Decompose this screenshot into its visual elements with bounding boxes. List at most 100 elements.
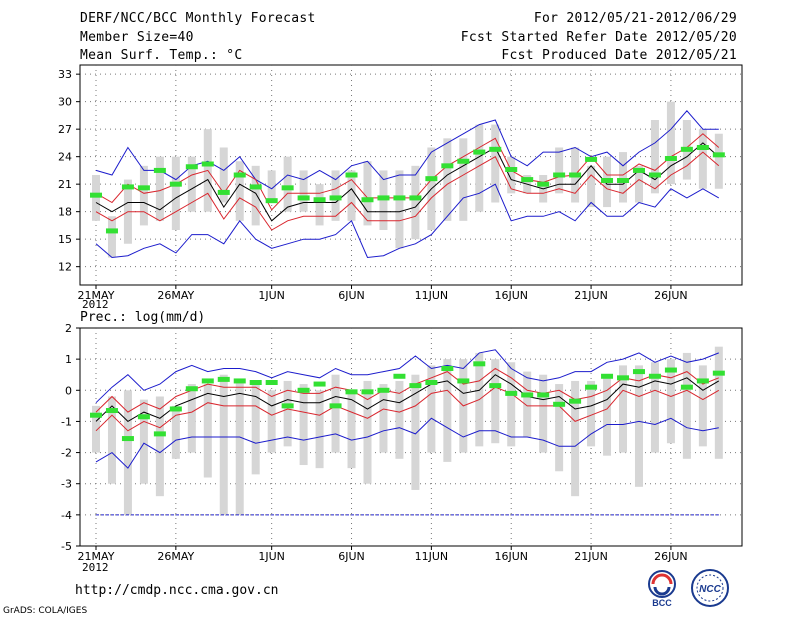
temp-box xyxy=(714,133,723,189)
prec-x-tick-label: 26JUN xyxy=(654,550,688,563)
prec-box xyxy=(682,352,691,459)
prec-box xyxy=(171,405,180,459)
prec-box xyxy=(363,380,372,484)
prec-mean-marker xyxy=(297,387,310,393)
temp-mean-marker xyxy=(409,195,422,201)
prec-box xyxy=(666,359,675,444)
prec-box xyxy=(283,380,292,447)
temp-mean-marker xyxy=(521,177,534,183)
prec-x-tick-label: 16JUN xyxy=(494,550,528,563)
temp-y-tick-label: 15 xyxy=(58,233,72,246)
temp-lower-quartile-line xyxy=(95,151,720,231)
temp-mean-marker xyxy=(617,178,630,183)
prec-box xyxy=(155,396,164,497)
prec-mean-marker xyxy=(569,398,582,404)
prec-box xyxy=(235,380,244,515)
prec-box xyxy=(92,405,100,453)
prec-y-tick-label: -1 xyxy=(61,415,72,428)
prec-mean-marker xyxy=(265,380,278,385)
prec-mean-marker xyxy=(441,365,454,371)
temp-box xyxy=(187,156,196,212)
temp-box xyxy=(235,161,244,221)
temp-mean-marker xyxy=(90,192,102,198)
prec-mean-marker xyxy=(617,375,630,381)
forecast-period: For 2012/05/21-2012/06/29 xyxy=(533,11,737,26)
temp-box xyxy=(650,120,659,194)
prec-mean-marker xyxy=(585,384,598,390)
prec-box xyxy=(523,371,532,437)
temp-mean-marker xyxy=(393,195,406,201)
temp-box xyxy=(587,165,596,208)
temp-box xyxy=(634,165,643,203)
temperature-panel-title: Mean Surf. Temp.: °C xyxy=(80,48,243,63)
temp-x-tick-label: 21MAY xyxy=(78,289,115,302)
temp-mean-marker xyxy=(457,158,470,164)
temp-mean-marker xyxy=(153,167,166,173)
ncc-logo: NCC xyxy=(691,569,729,607)
temp-mean-marker xyxy=(217,189,230,195)
prec-x-tick-label: 26MAY xyxy=(157,550,194,563)
prec-box xyxy=(123,390,132,515)
prec-box xyxy=(603,374,612,456)
temp-mean-marker xyxy=(712,152,725,158)
temp-box xyxy=(491,124,500,203)
temp-box xyxy=(698,129,707,189)
prec-mean-marker xyxy=(393,373,406,379)
temp-mean-marker xyxy=(585,156,598,162)
forecast-start-date: Fcst Started Refer Date 2012/05/20 xyxy=(460,30,737,45)
temp-x-tick-label: 26MAY xyxy=(157,289,194,302)
prec-box xyxy=(443,359,452,462)
temp-mean-marker xyxy=(473,149,486,155)
temp-x-tick-label: 21JUN xyxy=(574,289,608,302)
prec-mean-marker xyxy=(313,381,326,387)
temp-box xyxy=(411,165,420,240)
bcc-logo-text: BCC xyxy=(652,598,672,608)
prec-box xyxy=(714,346,723,459)
temp-plot-frame xyxy=(79,64,743,286)
prec-mean-marker xyxy=(409,383,422,389)
prec-box xyxy=(571,380,580,497)
prec-mean-marker xyxy=(648,373,661,379)
temp-box xyxy=(92,175,100,221)
temp-mean-marker xyxy=(441,163,454,169)
prec-mean-marker xyxy=(473,361,486,367)
temp-y-tick-label: 33 xyxy=(58,68,72,81)
temp-box xyxy=(283,156,292,212)
temp-mean-marker xyxy=(297,195,310,201)
temp-y-tick-label: 18 xyxy=(58,206,72,219)
prec-box xyxy=(299,384,308,466)
bcc-logo: BCC xyxy=(648,570,676,608)
prec-mean-marker xyxy=(329,403,342,409)
prec-x-tick-label: 11JUN xyxy=(415,550,449,563)
source-url-link[interactable]: http://cmdp.ncc.cma.gov.cn xyxy=(75,583,279,598)
prec-mean-marker xyxy=(137,414,150,420)
prec-y-tick-label: -2 xyxy=(61,447,72,460)
prec-mean-marker xyxy=(121,436,134,442)
temp-box xyxy=(459,138,468,221)
temp-box xyxy=(251,165,260,226)
prec-box xyxy=(187,384,196,453)
prec-x-tick-label: 6JUN xyxy=(338,550,365,563)
prec-mean-marker xyxy=(377,387,390,393)
prec-y-tick-label: -3 xyxy=(61,478,72,491)
prec-mean-marker xyxy=(201,378,214,384)
prec-mean-marker xyxy=(153,431,166,437)
temp-box xyxy=(315,184,324,226)
prec-mean-marker xyxy=(281,403,294,409)
prec-ensemble-max-line xyxy=(95,349,719,404)
prec-mean-marker xyxy=(185,386,198,392)
prec-box xyxy=(507,362,516,447)
year-label-top: 2012 xyxy=(82,298,109,311)
prec-box xyxy=(267,390,276,453)
temp-mean-marker xyxy=(169,181,182,187)
prec-box xyxy=(555,384,564,472)
prec-x-tick-label: 21JUN xyxy=(574,550,608,563)
prec-box xyxy=(491,359,500,444)
temp-mean-marker xyxy=(632,167,645,173)
prec-box xyxy=(634,365,643,487)
prec-box xyxy=(587,380,596,447)
temp-mean-marker xyxy=(648,172,661,178)
temp-mean-marker xyxy=(137,185,150,191)
year-label-bottom: 2012 xyxy=(82,561,109,574)
prec-box xyxy=(411,374,420,490)
